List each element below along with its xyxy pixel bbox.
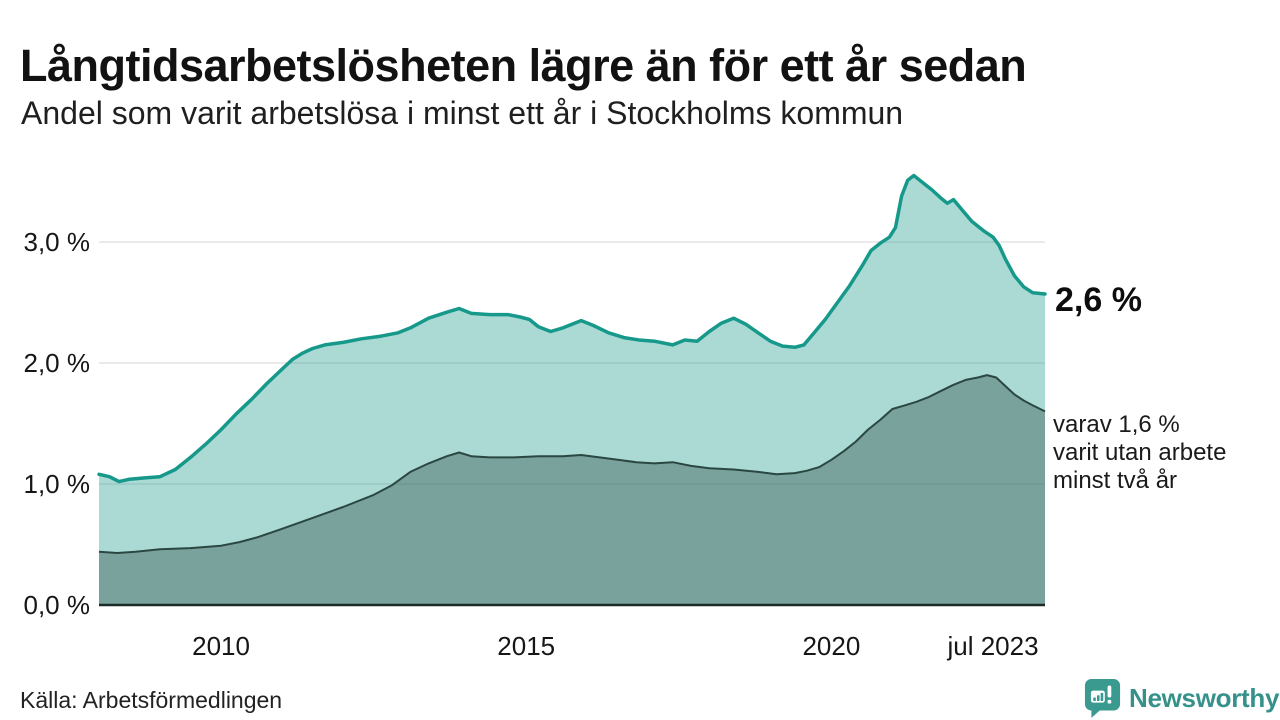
x-tick-label: jul 2023 [947,631,1039,661]
series2-annotation-line: varav 1,6 % [1053,411,1180,438]
newsworthy-wordmark: Newsworthy [1129,682,1280,713]
series1-line [97,173,1047,484]
newsworthy-icon [1084,679,1121,718]
chart-subtitle: Andel som varit arbetslösa i minst ett å… [21,95,904,131]
page-title: Långtidsarbetslösheten lägre än för ett … [20,40,1027,92]
series2-annotation: varav 1,6 % varit utan arbete minst två … [1053,411,1280,495]
source-caption: Källa: Arbetsförmedlingen [20,687,283,713]
x-tick-label: 2020 [802,631,861,661]
series2-line [98,374,1046,554]
newsworthy-logo[interactable]: Newsworthy [1084,678,1279,718]
y-tick-label: 3,0 % [23,227,91,257]
series1-area [99,175,1045,605]
series2-area [99,375,1045,605]
y-tick-label: 2,0 % [23,348,91,378]
x-tick-label: 2015 [497,631,556,661]
series1-end-value-label: 2,6 % [1055,281,1142,319]
y-tick-label: 0,0 % [23,590,91,620]
series2-annotation-line: varit utan arbete [1053,439,1227,466]
series2-annotation-line: minst två år [1053,467,1178,494]
x-tick-label: 2010 [192,631,250,661]
y-tick-label: 1,0 % [23,469,91,499]
